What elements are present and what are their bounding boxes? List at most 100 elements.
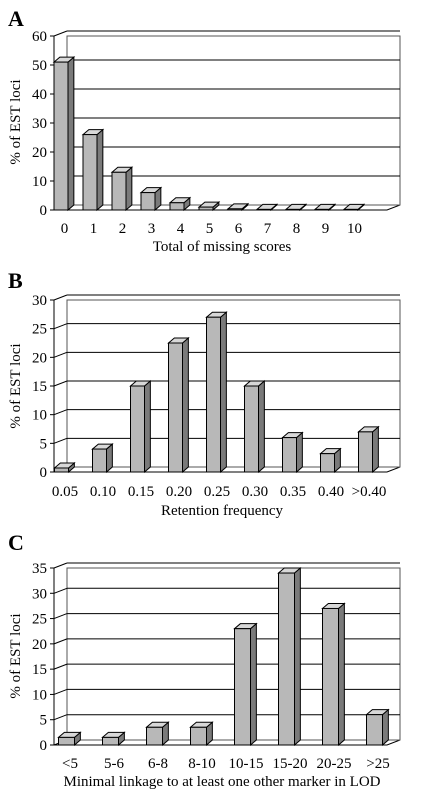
bar-front xyxy=(130,385,145,473)
x-tick-label: 0.10 xyxy=(90,484,116,500)
y-tick-label: 10 xyxy=(32,408,47,424)
x-tick-label: >25 xyxy=(366,756,389,772)
bar xyxy=(342,203,366,212)
y-tick-label: 20 xyxy=(32,145,47,161)
gridline-diagonal xyxy=(53,323,68,330)
gridline-diagonal xyxy=(53,587,68,594)
x-tick-label: 8-10 xyxy=(188,756,216,772)
bar-front xyxy=(322,607,339,746)
bar-side xyxy=(67,56,75,212)
bar-front xyxy=(256,208,272,211)
bar-side xyxy=(96,128,104,212)
bar-side xyxy=(144,379,151,474)
bar-front xyxy=(54,467,69,473)
x-tick-label: 10 xyxy=(347,221,362,237)
bar xyxy=(91,442,114,474)
bar-front xyxy=(282,437,297,473)
gridline-diagonal xyxy=(53,294,68,301)
y-tick-label: 15 xyxy=(32,379,47,395)
chart-panel-b: B 0 5 10 15 20 25 30 0.05 0.10 0.15 0.20 0.25 0.30 0.3… xyxy=(8,268,401,519)
x-tick-label: <5 xyxy=(62,756,78,772)
bar-side xyxy=(372,425,379,474)
x-tick-label: 9 xyxy=(322,221,330,237)
y-tick-label: 0 xyxy=(40,465,48,481)
bar-front xyxy=(278,572,295,746)
panel-letter: A xyxy=(8,6,24,31)
bar-front xyxy=(102,736,119,746)
y-tick-label: 30 xyxy=(32,293,47,309)
bar xyxy=(129,379,152,474)
bar xyxy=(57,731,82,747)
bar xyxy=(53,461,76,474)
x-tick-label: 6 xyxy=(235,221,243,237)
panel-letter: B xyxy=(8,268,23,293)
bar xyxy=(205,311,228,474)
bar xyxy=(145,721,170,747)
x-tick-label: 20-25 xyxy=(317,756,352,772)
panel-letter: C xyxy=(8,530,24,555)
bar xyxy=(281,431,304,474)
bar-front xyxy=(227,208,243,211)
y-tick-label: 10 xyxy=(32,174,47,190)
bar xyxy=(243,379,266,474)
y-tick-label: 35 xyxy=(32,561,47,577)
bar-front xyxy=(206,316,221,473)
bar xyxy=(101,731,126,747)
x-tick-label: 0.35 xyxy=(280,484,306,500)
bar-front xyxy=(58,736,75,746)
gridline-diagonal xyxy=(53,437,68,444)
bar xyxy=(277,566,302,747)
bar-front xyxy=(234,628,251,746)
gridline-diagonal xyxy=(53,351,68,358)
y-tick-label: 5 xyxy=(40,713,48,729)
x-tick-label: 0.25 xyxy=(204,484,230,500)
bar xyxy=(139,186,163,212)
chart-panel-c: C 0 5 10 15 20 25 30 35 <5 5-6 6-8 8-10 10-15 15-20 20-… xyxy=(8,530,401,790)
bar-side xyxy=(338,602,345,747)
bar-side xyxy=(258,379,265,474)
y-axis-title: % of EST loci xyxy=(8,613,24,698)
gridline-diagonal xyxy=(53,409,68,416)
bar-front xyxy=(198,206,214,211)
bar xyxy=(189,721,214,747)
bar xyxy=(365,708,390,747)
x-tick-label: 0 xyxy=(61,221,69,237)
bar-front xyxy=(314,208,330,211)
gridline-diagonal xyxy=(53,380,68,387)
gridline-diagonal xyxy=(53,638,68,645)
bar-front xyxy=(343,208,359,211)
plot-back-wall xyxy=(66,299,401,468)
bar xyxy=(52,56,76,212)
gridline-diagonal xyxy=(53,30,68,37)
y-tick-label: 5 xyxy=(40,436,48,452)
gridline-diagonal xyxy=(53,613,68,620)
bar-side xyxy=(296,431,303,474)
y-tick-label: 15 xyxy=(32,662,47,678)
y-tick-label: 20 xyxy=(32,637,47,653)
bar-side xyxy=(220,311,227,474)
x-tick-label: 15-20 xyxy=(273,756,308,772)
x-tick-label: 0.20 xyxy=(166,484,192,500)
y-tick-label: 40 xyxy=(32,87,47,103)
bar-front xyxy=(320,453,335,473)
gridline-diagonal xyxy=(53,688,68,695)
x-tick-label: 10-15 xyxy=(229,756,264,772)
x-tick-label: 5 xyxy=(206,221,214,237)
y-tick-label: 30 xyxy=(32,586,47,602)
bar-front xyxy=(146,726,163,746)
bar-front xyxy=(190,726,207,746)
y-tick-label: 20 xyxy=(32,350,47,366)
bar-front xyxy=(53,61,69,211)
gridline-diagonal xyxy=(53,663,68,670)
x-axis-title: Retention frequency xyxy=(161,503,284,519)
bar-side xyxy=(125,166,133,212)
bar xyxy=(110,166,134,212)
y-axis-title: % of EST loci xyxy=(8,343,24,428)
x-tick-label: 2 xyxy=(119,221,127,237)
bar-front xyxy=(358,431,373,473)
y-tick-label: 0 xyxy=(40,203,48,219)
x-axis-title: Total of missing scores xyxy=(153,239,292,255)
x-tick-label: 6-8 xyxy=(148,756,168,772)
x-tick-label: 0.40 xyxy=(318,484,344,500)
x-tick-label: 0.30 xyxy=(242,484,268,500)
